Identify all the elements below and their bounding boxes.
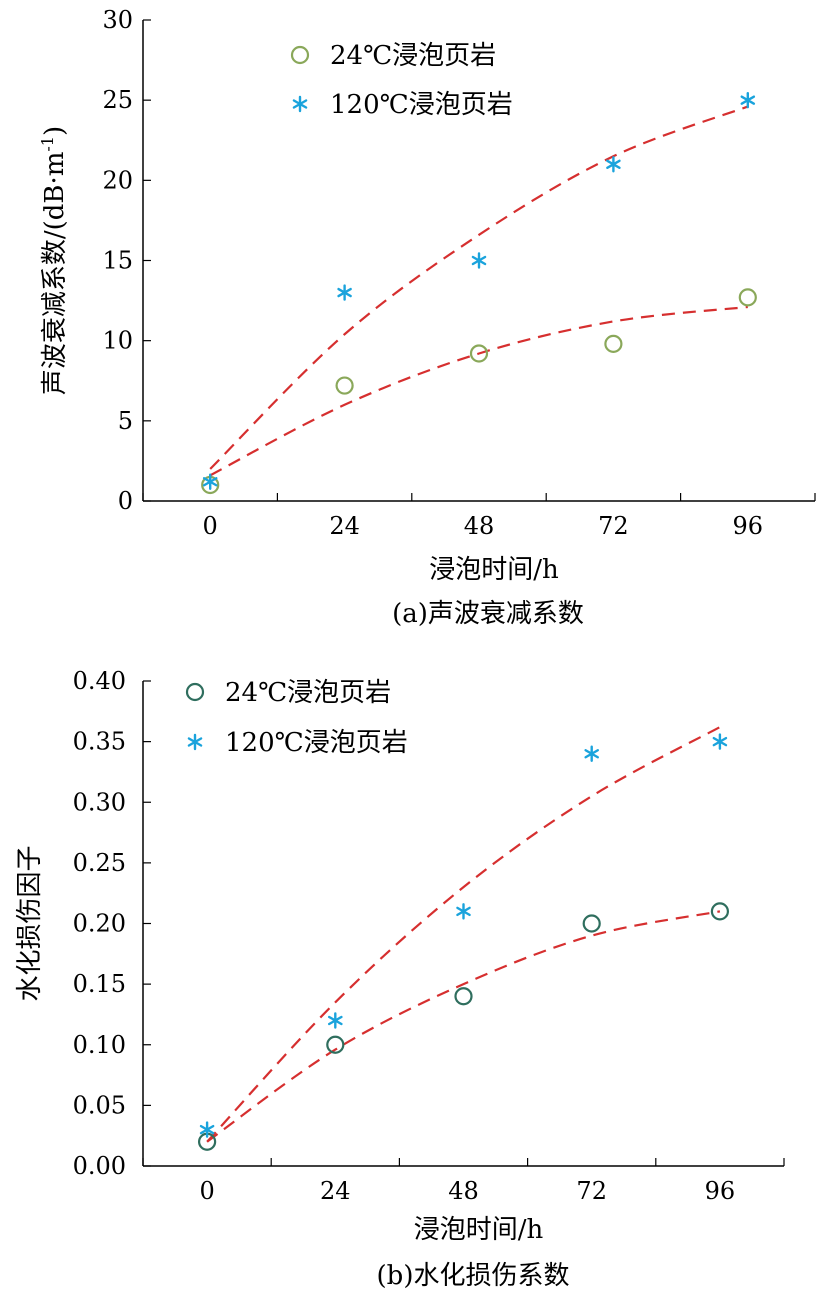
chart-b-legend-label-1: 120℃浸泡页岩	[225, 728, 408, 758]
chart-a-series-0-point	[335, 376, 354, 395]
chart-a-y-tick-label: 10	[102, 327, 133, 355]
chart-b-x-axis-title: 浸泡时间/h	[414, 1215, 544, 1245]
chart-b-series-0-point	[454, 987, 473, 1006]
chart-b-y-tick-label: 0.05	[73, 1091, 126, 1119]
chart-a-x-tick-label: 96	[733, 512, 764, 540]
chart-a-y-tick-label: 15	[102, 247, 133, 275]
chart-b-legend-marker-0	[185, 682, 205, 702]
chart-a-caption: (a)声波衰减系数	[392, 599, 584, 629]
chart-b-x-tick-label: 96	[705, 1177, 736, 1205]
chart-b-y-tick-label: 0.30	[73, 788, 126, 816]
chart-a-legend-label-0: 24℃浸泡页岩	[330, 41, 496, 71]
chart-a-series-0-point	[738, 288, 757, 307]
chart-b-fit-curve-1	[206, 726, 721, 1143]
chart-b-legend-label-0: 24℃浸泡页岩	[225, 678, 391, 708]
chart-a-attenuation: 0 5 10 15 20 25 30 0 24 48 72 96 浸泡时间/h 声波衰减系数/(dB·m-…	[38, 6, 816, 629]
chart-b-x-tick-label: 24	[320, 1177, 351, 1205]
chart-b-series-1-point	[584, 745, 599, 762]
chart-b-series-1-point	[456, 903, 471, 920]
chart-b-y-tick-label: 0.15	[73, 970, 126, 998]
chart-a-y-axis-title-close: )	[40, 126, 70, 136]
chart-a-y-axis-title: 声波衰减系数/(dB·m-1)	[38, 126, 70, 395]
chart-b-series-0-point	[710, 902, 730, 921]
chart-a-x-tick-label: 72	[598, 512, 629, 540]
chart-a-legend-marker-0	[290, 45, 310, 65]
chart-a-series-0-point	[604, 334, 623, 353]
chart-b-series-0-point	[582, 914, 601, 933]
chart-b-caption: (b)水化损伤系数	[377, 1261, 570, 1291]
chart-b-hydration-damage: 0.00 0.05 0.10 0.15 0.20 0.25 0.30 0.35 0.40 0 24 4…	[15, 667, 785, 1291]
chart-a-series-1-point	[337, 284, 352, 301]
chart-a-legend-label-1: 120℃浸泡页岩	[330, 90, 513, 120]
chart-b-series-1-point	[199, 1121, 215, 1138]
chart-b-series-1-point	[328, 1012, 343, 1029]
chart-a-legend-marker-1	[292, 95, 308, 113]
chart-a-x-tick-label: 0	[203, 512, 218, 540]
chart-a-y-tick-label: 0	[118, 487, 133, 515]
chart-b-x-tick-label: 48	[448, 1177, 479, 1205]
chart-a-x-tick-label: 48	[464, 512, 495, 540]
chart-a-fit-curve-1	[209, 105, 749, 470]
chart-a-y-axis-title-sup: -1	[38, 136, 57, 152]
chart-b-y-tick-label: 0.10	[73, 1031, 126, 1059]
chart-a-y-tick-label: 25	[102, 86, 133, 114]
chart-a-series-1-point	[740, 91, 756, 109]
chart-b-series-0-point	[326, 1035, 345, 1054]
chart-b-fit-curve-0	[206, 910, 721, 1143]
chart-a-series-1-point	[606, 156, 621, 173]
chart-b-y-tick-label: 0.35	[73, 728, 126, 756]
chart-a-y-tick-label: 20	[102, 166, 133, 194]
chart-b-y-tick-label: 0.25	[73, 849, 126, 877]
chart-b-y-tick-label: 0.20	[73, 910, 126, 938]
chart-a-fit-curve-0	[209, 305, 748, 477]
chart-a-y-tick-label: 5	[118, 407, 133, 435]
chart-a-y-tick-label: 30	[102, 6, 133, 34]
chart-a-x-axis-title: 浸泡时间/h	[429, 555, 559, 585]
chart-b-x-tick-label: 72	[576, 1177, 607, 1205]
chart-b-y-axis-title: 水化损伤因子	[15, 845, 45, 1001]
chart-b-x-tick-label: 0	[199, 1177, 214, 1205]
chart-b-y-tick-label: 0.40	[73, 667, 126, 695]
chart-a-series-1-point	[471, 252, 487, 269]
chart-a-y-axis-title-main: 声波衰减系数/(dB·m	[40, 152, 70, 396]
chart-a-series-0-point	[469, 344, 489, 363]
chart-a-series-1-point	[202, 473, 218, 490]
chart-b-series-1-point	[712, 733, 728, 750]
chart-a-x-tick-label: 24	[329, 512, 360, 540]
chart-b-legend-marker-1	[187, 733, 203, 751]
chart-b-y-tick-label: 0.00	[73, 1152, 126, 1180]
